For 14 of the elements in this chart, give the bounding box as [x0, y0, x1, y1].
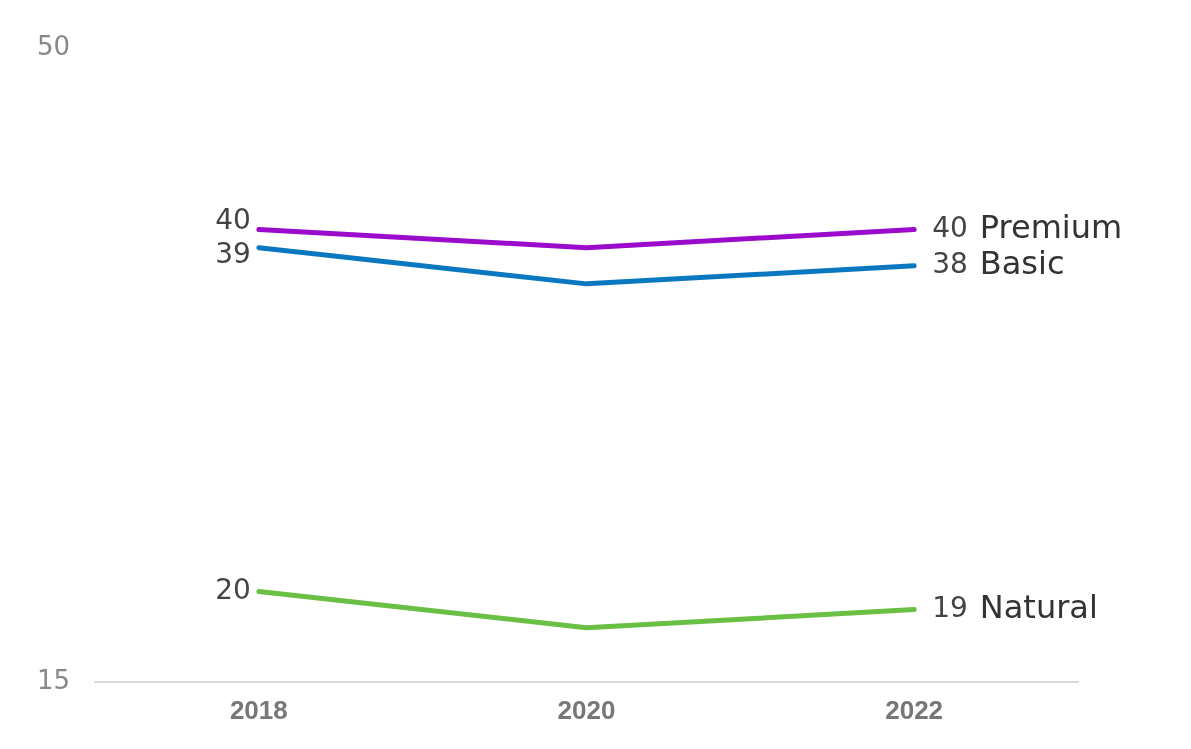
text: Premium [979, 207, 1123, 246]
y-tick-label: 15 [36, 664, 70, 695]
x-tick-label: 2018 [229, 694, 288, 725]
data-label: 38 [932, 247, 968, 281]
text: Natural [979, 587, 1098, 626]
x-tick-label: 2020 [557, 694, 616, 725]
data-label: 40 [215, 202, 251, 236]
data-label: 39 [215, 236, 251, 270]
data-label: 20 [215, 572, 251, 606]
data-label: 40 [932, 210, 968, 244]
x-tick-label: 2022 [885, 694, 944, 725]
text: Basic [979, 244, 1065, 283]
y-tick-label: 50 [36, 31, 70, 62]
data-label: 19 [932, 590, 968, 624]
